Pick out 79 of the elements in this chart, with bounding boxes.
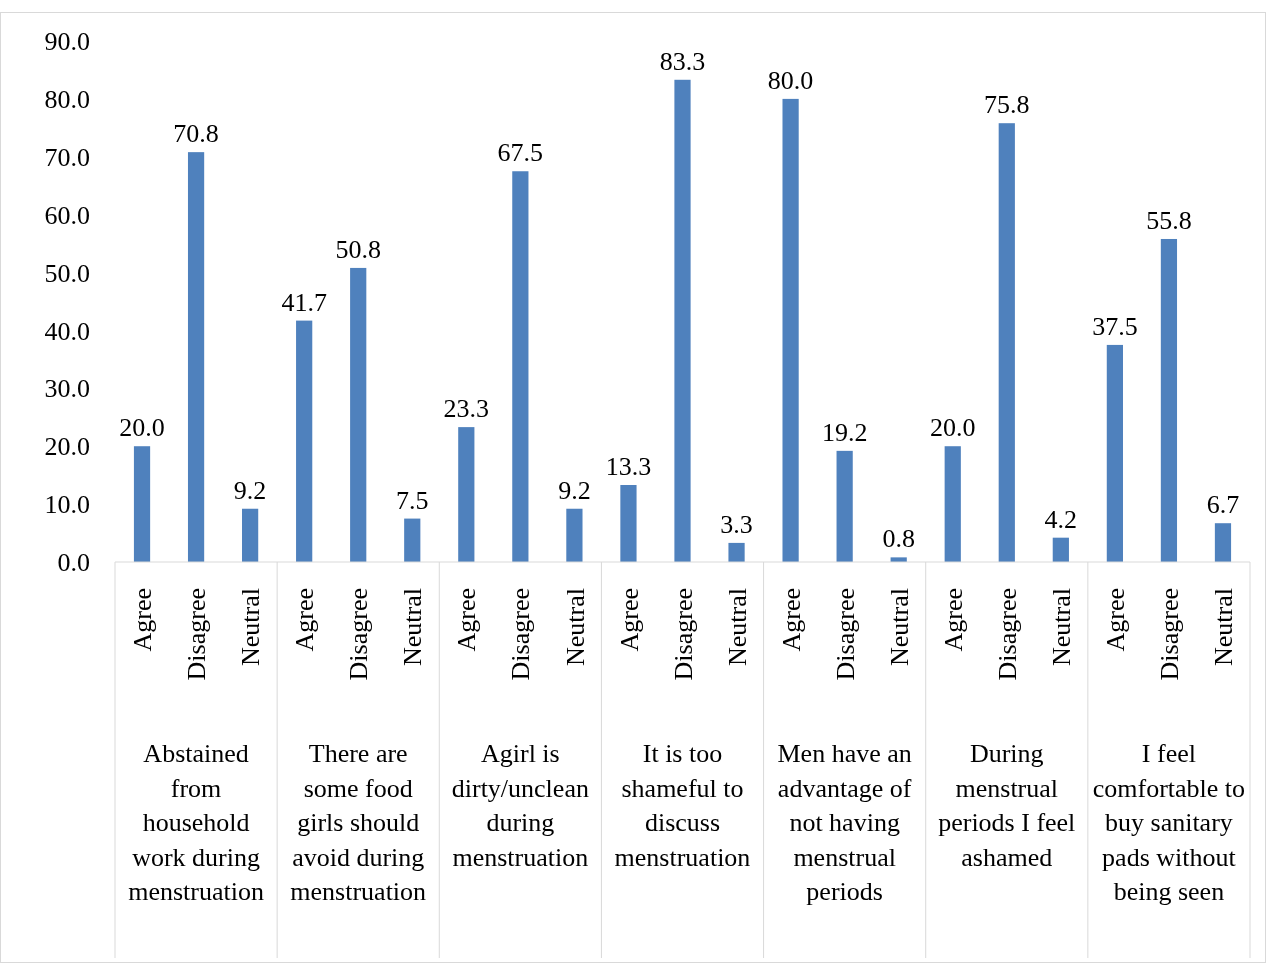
bar: [836, 450, 853, 562]
bar: [1160, 238, 1178, 562]
data-label: 75.8: [984, 90, 1030, 120]
bar: [404, 518, 421, 562]
text: Abstained from household work during menstruation: [128, 739, 264, 906]
data-label: 41.7: [281, 287, 327, 317]
x-tick-label: Disagree: [668, 588, 698, 681]
y-tick-label: 20.0: [44, 432, 90, 462]
bar: [674, 79, 691, 562]
bar: [1106, 344, 1123, 562]
bar: [296, 320, 313, 562]
x-tick-label: Agree: [776, 588, 806, 652]
x-tick-label: Agree: [938, 588, 968, 652]
data-label: 13.3: [605, 452, 652, 482]
text: There are some food girls should avoid during menstruation: [290, 739, 427, 906]
data-label: 0.8: [882, 524, 915, 554]
text: It is too shameful to discuss menstruation: [614, 739, 751, 872]
x-tick-label: Disagree: [1155, 588, 1185, 681]
text: Men have an advantage of not having menstrual periods: [777, 739, 912, 906]
data-label: 7.5: [396, 485, 429, 515]
x-tick-label: Disagree: [506, 588, 536, 681]
bar: [512, 171, 529, 562]
data-label: 6.7: [1206, 490, 1240, 520]
y-tick-label: 40.0: [44, 316, 90, 346]
y-tick-label: 30.0: [44, 374, 90, 404]
bar: [133, 446, 151, 562]
text: I feel comfortable to buy sanitary pads without being seen: [1092, 739, 1246, 906]
y-tick-label: 90.0: [44, 27, 90, 57]
y-tick-label: 50.0: [44, 258, 90, 288]
bar: [458, 427, 475, 562]
x-tick-label: Neutral: [398, 588, 428, 666]
data-label: 50.8: [335, 234, 381, 264]
y-tick-label: 10.0: [44, 490, 90, 520]
bar: [620, 485, 637, 562]
bar: [350, 267, 367, 562]
x-tick-label: Agree: [452, 588, 482, 652]
data-label: 9.2: [233, 475, 267, 505]
data-label: 20.0: [119, 413, 165, 443]
y-tick-label: 60.0: [44, 200, 90, 230]
x-tick-label: Neutral: [884, 588, 914, 666]
data-label: 70.8: [173, 119, 219, 149]
x-tick-label: Agree: [1100, 588, 1130, 652]
data-label: 3.3: [720, 509, 753, 539]
bar: [728, 542, 745, 562]
data-label: 19.2: [821, 417, 868, 447]
x-tick-label: Agree: [614, 588, 644, 652]
bar: [187, 152, 205, 562]
x-tick-label: Disagree: [344, 588, 374, 681]
data-label: 55.8: [1146, 205, 1192, 235]
bar: [242, 508, 259, 562]
data-label: 80.0: [767, 65, 814, 95]
data-label: 67.5: [497, 138, 544, 168]
data-label: 4.2: [1044, 504, 1078, 534]
y-tick-label: 0.0: [57, 548, 90, 578]
text: Agirl is dirty/unclean during menstruation: [451, 739, 589, 872]
x-tick-label: Disagree: [830, 588, 860, 681]
data-label: 23.3: [443, 394, 490, 424]
bar: [566, 508, 583, 562]
bar: [1052, 537, 1069, 562]
data-label: 9.2: [558, 475, 591, 505]
y-tick-label: 70.0: [44, 142, 90, 172]
bar: [998, 123, 1015, 562]
x-tick-label: Neutral: [1046, 588, 1076, 666]
x-tick-label: Disagree: [182, 588, 212, 681]
x-tick-label: Agree: [128, 588, 158, 652]
bar: [782, 98, 799, 562]
data-label: 37.5: [1092, 311, 1138, 341]
y-tick-label: 80.0: [44, 84, 90, 114]
bar: [1214, 523, 1232, 562]
text: During menstrual periods I feel ashamed: [938, 739, 1076, 872]
x-tick-label: Neutral: [722, 588, 752, 666]
x-tick-label: Neutral: [236, 588, 266, 666]
x-tick-label: Agree: [290, 588, 320, 652]
data-label: 83.3: [659, 46, 706, 76]
x-tick-label: Neutral: [1209, 588, 1239, 666]
bar: [944, 446, 961, 562]
x-tick-label: Neutral: [560, 588, 590, 666]
data-label: 20.0: [929, 413, 976, 443]
x-tick-label: Disagree: [992, 588, 1022, 681]
